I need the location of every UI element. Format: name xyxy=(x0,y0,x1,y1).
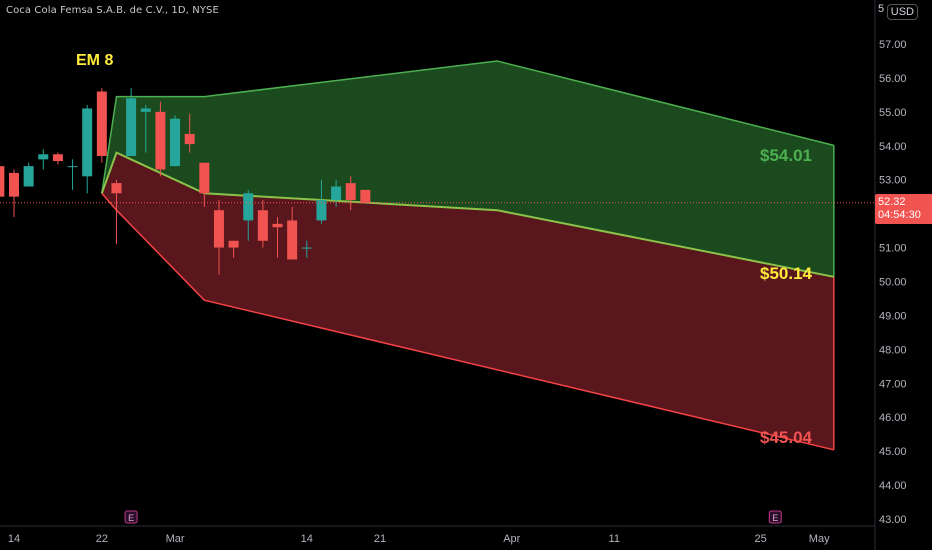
y-tick-label: 44.00 xyxy=(879,480,907,492)
earnings-letter: E xyxy=(772,513,778,523)
y-tick-label: 47.00 xyxy=(879,378,907,390)
candle[interactable] xyxy=(52,152,63,165)
y-tick-label: 45.00 xyxy=(879,446,907,458)
candle-body xyxy=(257,210,268,241)
candle-body xyxy=(345,183,356,201)
candle[interactable] xyxy=(82,105,93,194)
candle-body xyxy=(111,183,122,194)
lower-band-line xyxy=(101,192,834,451)
x-tick-label: 14 xyxy=(301,533,313,545)
earnings-marker[interactable]: E xyxy=(768,510,782,524)
axis-top-value: 5 xyxy=(878,3,885,15)
bar-countdown: 04:54:30 xyxy=(878,209,921,221)
x-tick-label: 25 xyxy=(755,533,767,545)
candle-body xyxy=(228,240,239,248)
x-tick-label: Mar xyxy=(166,533,185,545)
candle[interactable] xyxy=(316,179,327,224)
candle[interactable] xyxy=(170,115,181,167)
y-tick-label: 50.00 xyxy=(879,277,907,289)
currency-button[interactable]: USD xyxy=(886,4,918,20)
y-tick-label: 53.00 xyxy=(879,175,907,187)
candle-body xyxy=(52,154,63,162)
candle-body xyxy=(38,154,49,160)
y-tick-label: 46.00 xyxy=(879,412,907,424)
candle-body xyxy=(272,223,283,228)
upper-band-area xyxy=(101,61,834,277)
upper-target-label: $54.01 xyxy=(760,146,812,165)
candle[interactable] xyxy=(345,176,356,211)
candle-body xyxy=(67,166,78,168)
candle[interactable] xyxy=(140,105,151,153)
candle[interactable] xyxy=(23,162,34,187)
last-price-value: 52.32 xyxy=(878,196,906,208)
lower-band-area xyxy=(101,152,834,450)
candle-body xyxy=(213,210,224,248)
lower-target-label: $45.04 xyxy=(760,428,812,447)
candle-body xyxy=(126,98,137,156)
candle[interactable] xyxy=(272,217,283,258)
y-tick-label: 51.00 xyxy=(879,243,907,255)
earnings-badge xyxy=(124,510,138,524)
candle[interactable] xyxy=(0,166,5,197)
x-tick-label: 22 xyxy=(96,533,108,545)
candle[interactable] xyxy=(155,101,166,177)
mid-target-label: $50.14 xyxy=(760,264,812,283)
candle[interactable] xyxy=(111,179,122,245)
candle[interactable] xyxy=(9,169,19,218)
candle-body xyxy=(184,133,195,145)
candle-body xyxy=(82,108,93,177)
candle-body xyxy=(301,247,312,249)
candle-body xyxy=(23,166,34,187)
candle[interactable] xyxy=(287,206,298,260)
earnings-badge xyxy=(768,510,782,524)
candle-body xyxy=(243,193,254,221)
em-label: EM 8 xyxy=(76,52,114,69)
candle-body xyxy=(9,172,19,197)
candle-body xyxy=(316,200,327,221)
y-tick-label: 54.00 xyxy=(879,141,907,153)
candle-body xyxy=(170,118,181,167)
x-tick-label: 21 xyxy=(374,533,386,545)
x-tick-label: 11 xyxy=(609,533,620,545)
candle[interactable] xyxy=(38,149,49,170)
y-tick-label: 56.00 xyxy=(879,73,907,85)
y-tick-label: 48.00 xyxy=(879,344,907,356)
candle-body xyxy=(287,220,298,260)
x-tick-label: 14 xyxy=(8,533,20,545)
y-tick-label: 57.00 xyxy=(879,39,907,51)
candle-body xyxy=(140,108,151,112)
candle[interactable] xyxy=(228,240,239,258)
earnings-marker[interactable]: E xyxy=(124,510,138,524)
candle-body xyxy=(96,91,107,156)
y-tick-label: 43.00 xyxy=(879,514,907,526)
candle-body xyxy=(331,186,342,201)
y-tick-label: 49.00 xyxy=(879,310,907,322)
candle[interactable] xyxy=(67,159,78,190)
earnings-letter: E xyxy=(128,513,134,523)
candle[interactable] xyxy=(243,189,254,241)
candle[interactable] xyxy=(96,88,107,163)
last-price-tag: 52.32 04:54:30 xyxy=(875,194,932,224)
candle[interactable] xyxy=(301,240,312,258)
candle-body xyxy=(199,162,210,194)
candle-body xyxy=(360,189,371,203)
candle-body xyxy=(155,111,166,170)
candle[interactable] xyxy=(199,162,210,207)
upper-band-line xyxy=(101,60,834,194)
y-tick-label: 55.00 xyxy=(879,107,907,119)
candle[interactable] xyxy=(213,200,224,275)
candle[interactable] xyxy=(126,88,137,156)
candle[interactable] xyxy=(257,200,268,248)
symbol-title: Coca Cola Femsa S.A.B. de C.V., 1D, NYSE xyxy=(6,5,219,16)
x-tick-label: May xyxy=(809,533,830,545)
candle-body xyxy=(0,166,5,197)
candle[interactable] xyxy=(184,113,195,153)
candle[interactable] xyxy=(360,189,371,203)
x-tick-label: Apr xyxy=(503,533,520,545)
